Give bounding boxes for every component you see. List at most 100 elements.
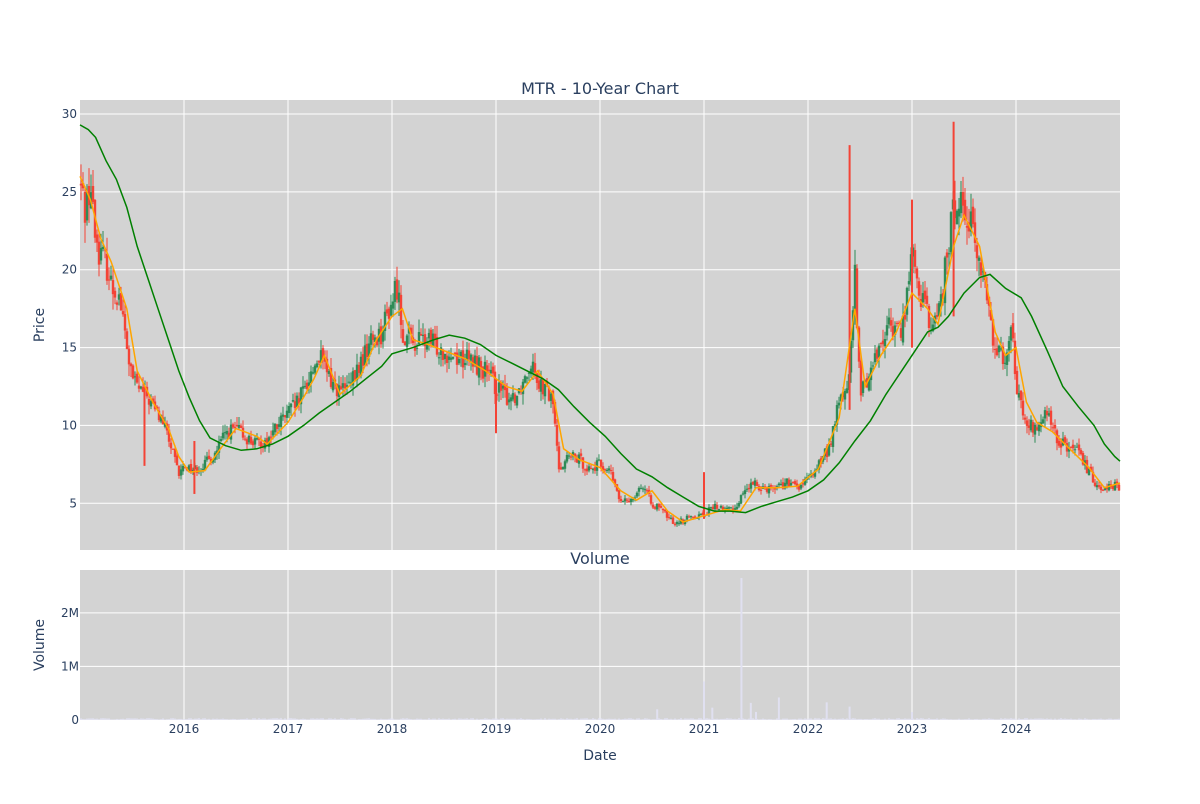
candle-body	[1054, 425, 1056, 428]
candle-body	[610, 470, 612, 471]
volume-bar	[146, 718, 148, 720]
volume-bar	[1112, 719, 1114, 720]
volume-bar	[400, 719, 402, 720]
volume-bar	[640, 719, 642, 720]
volume-bar	[906, 719, 908, 720]
candle-body	[544, 384, 546, 396]
candle-body	[756, 482, 758, 486]
volume-bar	[770, 719, 772, 720]
volume-bar	[666, 718, 668, 720]
volume-bar	[1084, 718, 1086, 720]
volume-bar	[356, 719, 358, 720]
volume-bar	[508, 719, 510, 720]
volume-bar	[662, 719, 664, 720]
volume-bar	[924, 719, 926, 720]
candle-body	[438, 357, 440, 358]
volume-bar	[570, 719, 572, 720]
volume-bar	[192, 719, 194, 720]
volume-bar	[1024, 718, 1026, 720]
volume-bar	[432, 719, 434, 720]
candle-body	[100, 248, 102, 260]
volume-bar	[668, 719, 670, 720]
volume-bar	[422, 719, 424, 720]
candle-body	[416, 348, 418, 349]
volume-bar	[618, 718, 620, 720]
volume-bar	[332, 719, 334, 720]
volume-bar	[390, 718, 392, 720]
volume-bar	[234, 719, 236, 720]
volume-bar	[904, 718, 906, 720]
volume-bar	[286, 719, 288, 720]
volume-bar	[1094, 719, 1096, 720]
volume-bar	[784, 719, 786, 720]
volume-bar	[468, 719, 470, 720]
volume-bar	[980, 719, 982, 720]
volume-bar	[814, 718, 816, 720]
volume-bar	[152, 719, 154, 720]
volume-bar	[538, 719, 540, 720]
volume-bar	[846, 718, 848, 720]
volume-bar	[256, 719, 258, 720]
candle-body	[590, 468, 592, 469]
volume-bar	[988, 718, 990, 720]
x-tick-label: 2021	[689, 722, 720, 736]
volume-bar	[812, 719, 814, 720]
candle-body	[904, 315, 906, 320]
candle-body	[222, 433, 224, 439]
volume-bar	[900, 719, 902, 720]
candle-body	[770, 485, 772, 487]
volume-bar	[282, 719, 284, 720]
candle-body	[220, 439, 222, 441]
volume-bar	[594, 719, 596, 720]
volume-bar	[136, 718, 138, 720]
volume-bar	[1040, 718, 1042, 720]
volume-bar	[1068, 719, 1070, 720]
volume-bar	[312, 718, 314, 720]
candle-body	[170, 443, 172, 449]
volume-bar	[452, 719, 454, 720]
volume-bar	[998, 719, 1000, 720]
candle-body	[652, 505, 654, 508]
candle-body	[1100, 487, 1102, 490]
volume-bar	[454, 719, 456, 720]
candle-body	[918, 281, 920, 296]
candle-body	[644, 489, 646, 490]
volume-bar	[868, 719, 870, 720]
volume-bar	[490, 719, 492, 720]
volume-bar	[154, 719, 156, 720]
candle-body	[534, 363, 536, 373]
volume-bar	[760, 719, 762, 720]
volume-bar	[902, 719, 904, 720]
volume-bar	[694, 719, 696, 720]
volume-bar	[1042, 719, 1044, 720]
volume-bar	[408, 719, 410, 720]
volume-bar	[88, 718, 90, 720]
volume-bar	[1114, 719, 1116, 720]
volume-bar	[544, 718, 546, 720]
volume-bar	[950, 719, 952, 720]
volume-bar	[692, 718, 694, 720]
volume-bar	[98, 719, 100, 720]
volume-bar	[222, 718, 224, 720]
volume-bar	[178, 719, 180, 720]
volume-bar	[156, 719, 158, 720]
candle-body	[452, 357, 454, 359]
volume-bar	[1060, 718, 1062, 720]
volume-bar	[772, 719, 774, 720]
volume-bar	[940, 719, 942, 720]
volume-bar	[310, 718, 312, 720]
volume-bar	[956, 719, 958, 720]
volume-bar	[708, 719, 710, 720]
volume-bar	[216, 719, 218, 720]
volume-bar	[792, 719, 794, 720]
volume-bar	[476, 719, 478, 720]
volume-bar	[598, 718, 600, 720]
price-y-tick-label: 15	[62, 341, 77, 355]
volume-bar	[536, 719, 538, 720]
volume-bar	[1118, 719, 1120, 720]
volume-bar	[960, 719, 962, 720]
volume-bar	[1050, 719, 1052, 720]
volume-bar	[780, 719, 782, 720]
candle-body	[270, 437, 272, 438]
